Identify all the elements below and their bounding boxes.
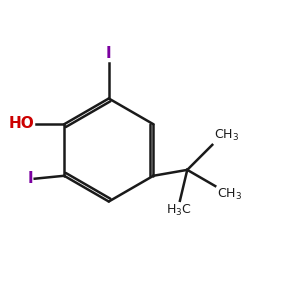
Text: I: I	[106, 46, 112, 61]
Text: I: I	[27, 171, 33, 186]
Text: HO: HO	[9, 116, 35, 131]
Text: CH$_3$: CH$_3$	[217, 187, 242, 202]
Text: H$_3$C: H$_3$C	[166, 203, 191, 218]
Text: CH$_3$: CH$_3$	[214, 128, 239, 143]
